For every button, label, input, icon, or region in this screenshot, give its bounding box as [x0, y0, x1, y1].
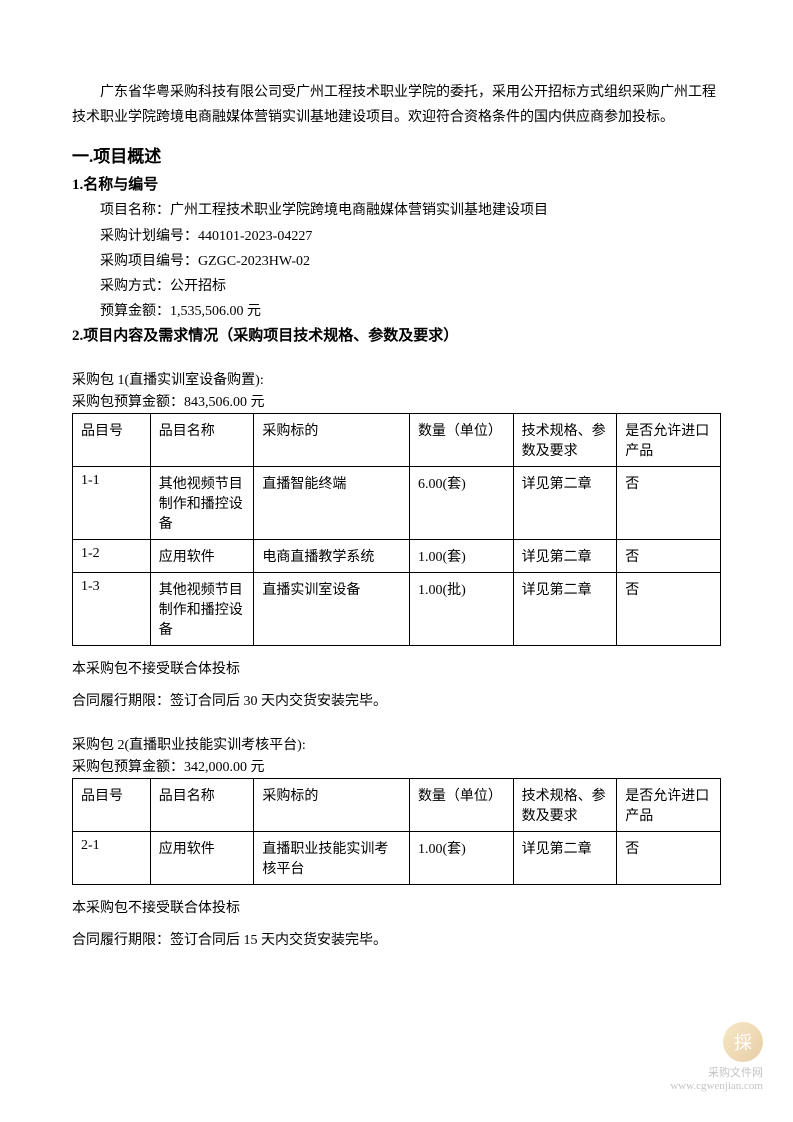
- package2-title: 采购包 2(直播职业技能实训考核平台):: [72, 734, 721, 754]
- header-import: 是否允许进口产品: [617, 779, 721, 832]
- header-qty: 数量（单位）: [409, 779, 513, 832]
- package2-budget-value: 342,000.00 元: [184, 760, 265, 775]
- header-spec: 技术规格、参数及要求: [513, 414, 617, 467]
- cell-name: 其他视频节目制作和播控设备: [150, 467, 254, 540]
- package2-table: 品目号 品目名称 采购标的 数量（单位） 技术规格、参数及要求 是否允许进口产品…: [72, 778, 721, 885]
- cell-name: 其他视频节目制作和播控设备: [150, 573, 254, 646]
- watermark-text: 采购文件网: [670, 1064, 763, 1080]
- project-name-value: 广州工程技术职业学院跨境电商融媒体营销实训基地建设项目: [170, 203, 548, 218]
- intro-paragraph: 广东省华粤采购科技有限公司受广州工程技术职业学院的委托，采用公开招标方式组织采购…: [72, 80, 721, 130]
- header-id: 品目号: [73, 779, 151, 832]
- header-id: 品目号: [73, 414, 151, 467]
- plan-no-value: 440101-2023-04227: [198, 229, 312, 244]
- package2-budget-line: 采购包预算金额：342,000.00 元: [72, 756, 721, 776]
- method-label: 采购方式：: [100, 279, 170, 294]
- table-header-row: 品目号 品目名称 采购标的 数量（单位） 技术规格、参数及要求 是否允许进口产品: [73, 414, 721, 467]
- cell-import: 否: [617, 832, 721, 885]
- package1-budget-label: 采购包预算金额：: [72, 395, 184, 410]
- cell-import: 否: [617, 573, 721, 646]
- cell-spec: 详见第二章: [513, 573, 617, 646]
- cell-import: 否: [617, 540, 721, 573]
- method-value: 公开招标: [170, 279, 226, 294]
- cell-target: 直播职业技能实训考核平台: [254, 832, 410, 885]
- cell-import: 否: [617, 467, 721, 540]
- project-name-label: 项目名称：: [100, 203, 170, 218]
- proj-no-label: 采购项目编号：: [100, 254, 198, 269]
- header-import: 是否允许进口产品: [617, 414, 721, 467]
- cell-qty: 1.00(套): [409, 832, 513, 885]
- cell-qty: 6.00(套): [409, 467, 513, 540]
- cell-id: 1-2: [73, 540, 151, 573]
- table-header-row: 品目号 品目名称 采购标的 数量（单位） 技术规格、参数及要求 是否允许进口产品: [73, 779, 721, 832]
- table-row: 1-1 其他视频节目制作和播控设备 直播智能终端 6.00(套) 详见第二章 否: [73, 467, 721, 540]
- section-title-1: 一.项目概述: [72, 142, 721, 167]
- cell-qty: 1.00(批): [409, 573, 513, 646]
- package1-table: 品目号 品目名称 采购标的 数量（单位） 技术规格、参数及要求 是否允许进口产品…: [72, 413, 721, 646]
- cell-name: 应用软件: [150, 832, 254, 885]
- cell-qty: 1.00(套): [409, 540, 513, 573]
- budget-line: 预算金额：1,535,506.00 元: [72, 299, 721, 324]
- cell-id: 1-3: [73, 573, 151, 646]
- cell-spec: 详见第二章: [513, 832, 617, 885]
- plan-no-label: 采购计划编号：: [100, 229, 198, 244]
- subsection-title-1: 1.名称与编号: [72, 173, 721, 194]
- plan-no-line: 采购计划编号：440101-2023-04227: [72, 224, 721, 249]
- budget-value: 1,535,506.00 元: [170, 304, 261, 319]
- table-row: 1-3 其他视频节目制作和播控设备 直播实训室设备 1.00(批) 详见第二章 …: [73, 573, 721, 646]
- header-target: 采购标的: [254, 414, 410, 467]
- watermark: 採 采购文件网 www.cgwenjian.com: [670, 1022, 763, 1092]
- package1-budget-value: 843,506.00 元: [184, 395, 265, 410]
- package1-budget-line: 采购包预算金额：843,506.00 元: [72, 391, 721, 411]
- table-row: 2-1 应用软件 直播职业技能实训考核平台 1.00(套) 详见第二章 否: [73, 832, 721, 885]
- cell-spec: 详见第二章: [513, 540, 617, 573]
- package2-budget-label: 采购包预算金额：: [72, 760, 184, 775]
- header-target: 采购标的: [254, 779, 410, 832]
- project-name-line: 项目名称：广州工程技术职业学院跨境电商融媒体营销实训基地建设项目: [72, 198, 721, 223]
- cell-target: 电商直播教学系统: [254, 540, 410, 573]
- proj-no-line: 采购项目编号：GZGC-2023HW-02: [72, 249, 721, 274]
- header-spec: 技术规格、参数及要求: [513, 779, 617, 832]
- header-name: 品目名称: [150, 779, 254, 832]
- table-row: 1-2 应用软件 电商直播教学系统 1.00(套) 详见第二章 否: [73, 540, 721, 573]
- header-qty: 数量（单位）: [409, 414, 513, 467]
- cell-spec: 详见第二章: [513, 467, 617, 540]
- proj-no-value: GZGC-2023HW-02: [198, 254, 310, 269]
- cell-id: 2-1: [73, 832, 151, 885]
- header-name: 品目名称: [150, 414, 254, 467]
- package2-note1: 本采购包不接受联合体投标: [72, 897, 721, 917]
- subsection-title-2: 2.项目内容及需求情况（采购项目技术规格、参数及要求）: [72, 324, 721, 345]
- cell-name: 应用软件: [150, 540, 254, 573]
- package2-note2: 合同履行期限：签订合同后 15 天内交货安装完毕。: [72, 929, 721, 949]
- budget-label: 预算金额：: [100, 304, 170, 319]
- cell-target: 直播智能终端: [254, 467, 410, 540]
- watermark-logo-icon: 採: [723, 1022, 763, 1062]
- method-line: 采购方式：公开招标: [72, 274, 721, 299]
- cell-id: 1-1: [73, 467, 151, 540]
- watermark-url: www.cgwenjian.com: [670, 1080, 763, 1092]
- package1-note1: 本采购包不接受联合体投标: [72, 658, 721, 678]
- package1-note2: 合同履行期限：签订合同后 30 天内交货安装完毕。: [72, 690, 721, 710]
- package1-title: 采购包 1(直播实训室设备购置):: [72, 369, 721, 389]
- cell-target: 直播实训室设备: [254, 573, 410, 646]
